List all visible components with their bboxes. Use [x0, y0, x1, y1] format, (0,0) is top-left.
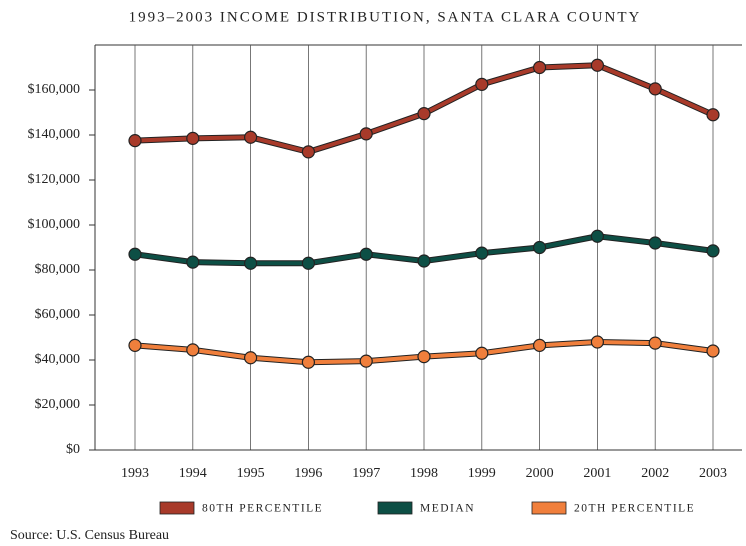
- y-tick-label: $60,000: [35, 307, 81, 322]
- point: [590, 58, 605, 72]
- x-tick-label: 1993: [121, 466, 149, 481]
- point: [186, 343, 200, 357]
- point: [475, 346, 489, 360]
- point: [128, 247, 142, 261]
- x-tick-label: 2001: [583, 466, 611, 481]
- x-tick-label: 2002: [641, 466, 669, 481]
- x-tick-label: 1994: [179, 466, 207, 481]
- y-tick-label: $160,000: [28, 82, 81, 97]
- x-tick-label: 1997: [352, 466, 380, 481]
- y-tick-label: $140,000: [28, 127, 81, 142]
- y-tick-label: $100,000: [28, 217, 81, 232]
- point: [244, 256, 258, 270]
- x-tick-label: 1995: [237, 466, 265, 481]
- point: [244, 351, 258, 365]
- x-tick-label: 2000: [526, 466, 554, 481]
- y-tick-label: $80,000: [35, 262, 81, 277]
- legend-label: 80TH PERCENTILE: [202, 503, 323, 515]
- y-tick-label: $40,000: [35, 352, 81, 367]
- x-tick-label: 1998: [410, 466, 438, 481]
- legend-label: 20TH PERCENTILE: [574, 503, 695, 515]
- point: [532, 338, 547, 352]
- point: [648, 236, 662, 250]
- source: Source: U.S. Census Bureau: [10, 528, 169, 543]
- point: [128, 134, 142, 148]
- x-tick-label: 2003: [699, 466, 727, 481]
- point: [706, 244, 720, 258]
- point: [359, 127, 373, 141]
- point: [475, 246, 489, 260]
- point: [590, 335, 605, 349]
- point: [417, 107, 431, 121]
- chart-title: 1993–2003 INCOME DISTRIBUTION, SANTA CLA…: [129, 9, 642, 25]
- point: [475, 77, 489, 91]
- y-tick-label: $20,000: [35, 397, 81, 412]
- point: [532, 240, 547, 255]
- point: [301, 355, 315, 369]
- x-tick-label: 1999: [468, 466, 496, 481]
- point: [128, 338, 142, 352]
- point: [590, 229, 605, 243]
- x-tick-label: 1996: [294, 466, 322, 481]
- point: [186, 255, 200, 269]
- point: [648, 82, 662, 96]
- y-tick-label: $0: [66, 442, 80, 457]
- point: [648, 336, 662, 350]
- point: [244, 130, 258, 144]
- point: [706, 344, 720, 358]
- point: [417, 350, 431, 364]
- legend-swatch: [159, 501, 195, 515]
- y-tick-label: $120,000: [28, 172, 81, 187]
- point: [359, 247, 373, 261]
- legend-label: MEDIAN: [420, 503, 475, 515]
- legend-swatch: [531, 501, 567, 515]
- point: [301, 256, 315, 270]
- legend-swatch: [377, 501, 413, 515]
- point: [417, 254, 431, 268]
- point: [186, 131, 200, 145]
- point: [359, 354, 373, 368]
- point: [532, 60, 547, 75]
- point: [706, 108, 720, 122]
- point: [301, 145, 315, 159]
